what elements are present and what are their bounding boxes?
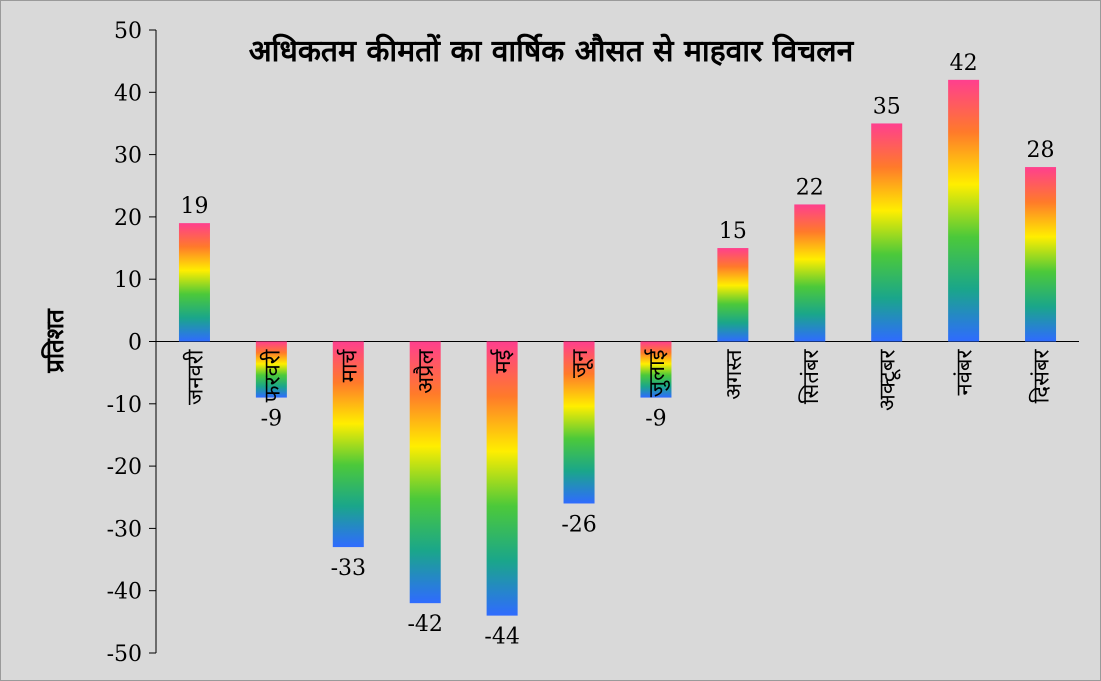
y-tick-label: -50: [107, 642, 142, 667]
bar-11: [948, 79, 980, 342]
category-label-4: अप्रैल: [413, 348, 439, 393]
bar-10: [871, 123, 903, 342]
data-label-12: 28: [1027, 138, 1055, 163]
category-label-3: मार्च: [336, 348, 362, 382]
y-tick-label: 10: [114, 268, 142, 293]
bar-6: [563, 341, 595, 504]
category-label-12: दिसंबर: [1029, 348, 1055, 403]
y-tick-label: 20: [114, 206, 142, 231]
category-label-8: अगस्त: [722, 349, 747, 400]
bar-2: [255, 341, 287, 398]
category-label-6: जून: [568, 349, 594, 378]
category-label-9: सितंबर: [798, 348, 824, 404]
data-label-9: 22: [796, 175, 824, 200]
category-label-2: फरवरी: [259, 349, 285, 402]
chart-title: अधिकतम कीमतों का वार्षिक औसत से माहवार व…: [249, 33, 855, 69]
bars: [178, 79, 1057, 616]
bar-5: [486, 341, 518, 616]
data-label-1: 19: [180, 194, 208, 219]
y-tick-label: 50: [114, 19, 142, 44]
data-label-4: -42: [407, 612, 442, 637]
bar-3: [332, 341, 364, 548]
category-labels: जनवरी फरवरी मार्च अप्रैल मई जून जुलाई अगस्त सितं…: [182, 348, 1054, 411]
y-tick-label: 40: [114, 81, 142, 106]
bar-12: [1025, 167, 1057, 342]
bar-9: [794, 204, 826, 342]
bar-8: [717, 248, 749, 342]
data-label-6: -26: [561, 512, 596, 537]
bar-7: [640, 341, 672, 398]
y-ticks: 50 40 30 20 10 0 -10 -20 -30 -40 -50: [107, 19, 156, 667]
bar-1: [178, 223, 210, 342]
category-label-7: जुलाई: [644, 348, 670, 397]
y-axis-label: प्रतिशत: [41, 308, 69, 374]
data-labels: 19 -9 -33 -42 -44 -26 -9 15 22 35 42 28: [180, 51, 1054, 650]
y-tick-label: 0: [128, 331, 142, 356]
category-label-10: अक्टूबर: [876, 349, 902, 411]
data-label-3: -33: [331, 556, 366, 581]
category-label-1: जनवरी: [182, 349, 208, 405]
y-tick-label: -40: [107, 580, 142, 605]
bar-4: [409, 341, 441, 604]
y-tick-label: -10: [107, 393, 142, 418]
category-label-5: मई: [490, 348, 516, 373]
data-label-7: -9: [645, 407, 666, 432]
data-label-5: -44: [484, 625, 519, 650]
y-tick-label: -20: [107, 455, 142, 480]
category-label-11: नवंबर: [953, 349, 978, 396]
data-label-2: -9: [261, 407, 282, 432]
y-tick-label: -30: [107, 517, 142, 542]
data-label-10: 35: [873, 94, 901, 119]
y-tick-label: 30: [114, 144, 142, 169]
data-label-8: 15: [719, 219, 747, 244]
data-label-11: 42: [950, 51, 978, 76]
